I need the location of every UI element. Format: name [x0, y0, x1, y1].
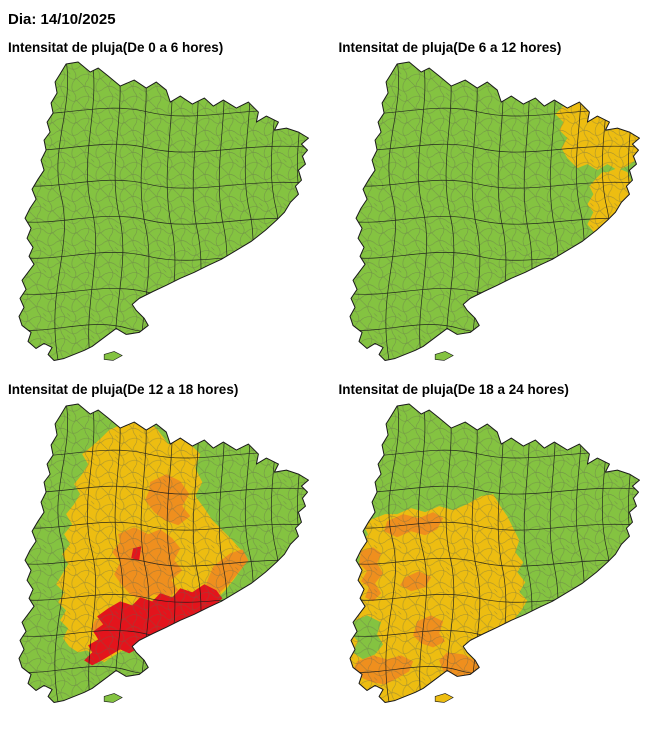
- map-intensity-6-12h: [349, 61, 640, 361]
- panel-title-18-24h: Intensitat de pluja(De 18 a 24 hores): [338, 382, 569, 398]
- map-intensity-12-18h: [18, 403, 309, 704]
- map-intensity-18-24h: [349, 403, 640, 704]
- panel-0-6h: Intensitat de pluja(De 0 a 6 hores): [8, 30, 319, 366]
- date-title: Dia: 14/10/2025: [8, 11, 116, 28]
- panel-title-12-18h: Intensitat de pluja(De 12 a 18 hores): [8, 382, 239, 398]
- maps-grid: Intensitat de pluja(De 0 a 6 hores) Inte…: [0, 28, 661, 713]
- map-intensity-0-6h: [18, 61, 309, 361]
- panel-title-6-12h: Intensitat de pluja(De 6 a 12 hores): [338, 40, 562, 55]
- panel-18-24h: Intensitat de pluja(De 18 a 24 hores): [339, 372, 650, 708]
- panel-12-18h: Intensitat de pluja(De 12 a 18 hores): [8, 372, 319, 708]
- panel-6-12h: Intensitat de pluja(De 6 a 12 hores): [339, 30, 650, 366]
- panel-title-0-6h: Intensitat de pluja(De 0 a 6 hores): [8, 40, 224, 55]
